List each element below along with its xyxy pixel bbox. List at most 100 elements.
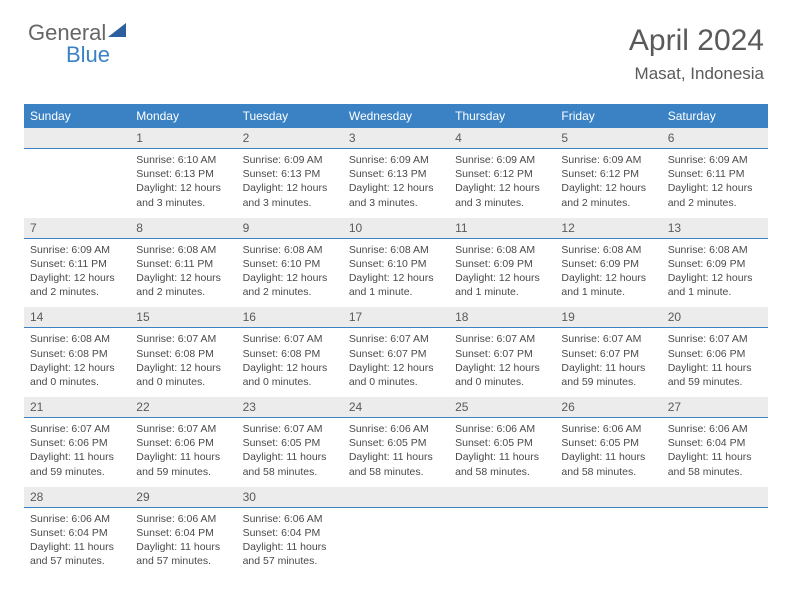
day-line: and 57 minutes. [30,554,124,568]
day-line: Sunrise: 6:07 AM [561,332,655,346]
day-line: and 3 minutes. [455,196,549,210]
day-line: and 0 minutes. [349,375,443,389]
day-line: Sunset: 6:08 PM [243,347,337,361]
day-line: Sunrise: 6:06 AM [455,422,549,436]
week-row: Sunrise: 6:08 AM Sunset: 6:08 PM Daylight:… [24,328,768,397]
day-cell: Sunrise: 6:08 AMSunset: 6:10 PMDaylight:… [343,238,449,307]
day-line: and 57 minutes. [243,554,337,568]
day-line: Daylight: 12 hours [243,181,337,195]
day-line: Sunset: 6:05 PM [455,436,549,450]
day-number: 16 [237,307,343,328]
day-line: Daylight: 12 hours [243,271,337,285]
day-line: and 59 minutes. [668,375,762,389]
day-number [343,487,449,508]
day-line: and 59 minutes. [30,465,124,479]
day-number: 20 [662,307,768,328]
day-line: and 1 minute. [561,285,655,299]
day-line: and 2 minutes. [243,285,337,299]
day-cell: Sunrise: 6:07 AMSunset: 6:05 PMDaylight:… [237,418,343,487]
day-line: Sunset: 6:09 PM [561,257,655,271]
day-line: Sunrise: 6:06 AM [349,422,443,436]
day-line: Sunset: 6:06 PM [30,436,124,450]
day-cell: Sunrise: 6:06 AMSunset: 6:05 PMDaylight:… [343,418,449,487]
day-line: and 58 minutes. [561,465,655,479]
day-number: 6 [662,128,768,149]
day-cell: Sunrise: 6:07 AMSunset: 6:07 PMDaylight:… [555,328,661,397]
day-line: Sunset: 6:05 PM [561,436,655,450]
day-line: Sunset: 6:06 PM [668,347,762,361]
day-number: 26 [555,397,661,418]
day-line: Sunrise: 6:07 AM [136,422,230,436]
day-line: Daylight: 11 hours [561,361,655,375]
day-line: Sunset: 6:13 PM [243,167,337,181]
day-line: and 0 minutes. [136,375,230,389]
day-line: Daylight: 11 hours [30,540,124,554]
day-line: Daylight: 11 hours [243,540,337,554]
day-line: and 3 minutes. [136,196,230,210]
day-line: and 3 minutes. [349,196,443,210]
day-line: and 3 minutes. [243,196,337,210]
calendar-table: Sunday Monday Tuesday Wednesday Thursday… [24,104,768,576]
day-number [449,487,555,508]
day-number: 2 [237,128,343,149]
calendar-title: April 2024 [629,24,764,58]
day-number: 5 [555,128,661,149]
day-number: 9 [237,218,343,239]
day-cell: Sunrise: 6:07 AMSunset: 6:06 PMDaylight:… [130,418,236,487]
day-line: Sunset: 6:10 PM [243,257,337,271]
day-line: Sunset: 6:08 PM [136,347,230,361]
day-number: 29 [130,487,236,508]
day-line: Daylight: 11 hours [243,450,337,464]
daynum-row: 14151617181920 [24,307,768,328]
day-number: 18 [449,307,555,328]
day-line: Sunset: 6:07 PM [349,347,443,361]
daynum-row: 78910111213 [24,218,768,239]
day-line: Daylight: 12 hours [30,271,124,285]
day-line: Sunrise: 6:09 AM [455,153,549,167]
day-line: Sunset: 6:05 PM [349,436,443,450]
day-line: and 57 minutes. [136,554,230,568]
day-line: Sunset: 6:04 PM [136,526,230,540]
day-line: and 58 minutes. [349,465,443,479]
day-number: 8 [130,218,236,239]
day-number: 1 [130,128,236,149]
day-line: Sunset: 6:12 PM [455,167,549,181]
daynum-row: 21222324252627 [24,397,768,418]
day-line: Sunset: 6:11 PM [30,257,124,271]
location-label: Masat, Indonesia [629,64,764,84]
day-line: and 2 minutes. [561,196,655,210]
day-cell: Sunrise: 6:06 AMSunset: 6:04 PMDaylight:… [662,418,768,487]
day-cell: Sunrise: 6:06 AMSunset: 6:04 PMDaylight:… [24,507,130,576]
day-line: Sunrise: 6:06 AM [30,512,124,526]
day-line: Sunrise: 6:08 AM [349,243,443,257]
day-number: 25 [449,397,555,418]
day-cell [449,507,555,576]
day-line: Daylight: 12 hours [349,271,443,285]
day-line: Daylight: 11 hours [561,450,655,464]
header-right: April 2024 Masat, Indonesia [629,24,764,84]
day-line: Sunset: 6:10 PM [349,257,443,271]
day-line: Sunrise: 6:10 AM [136,153,230,167]
day-line: Daylight: 11 hours [455,450,549,464]
day-number [662,487,768,508]
day-line: Sunrise: 6:06 AM [136,512,230,526]
day-cell [555,507,661,576]
day-line: Sunset: 6:11 PM [668,167,762,181]
day-cell: Sunrise: 6:06 AMSunset: 6:04 PMDaylight:… [130,507,236,576]
day-line: and 2 minutes. [668,196,762,210]
day-cell: Sunrise: 6:09 AMSunset: 6:12 PMDaylight:… [449,149,555,218]
day-line: Sunset: 6:04 PM [243,526,337,540]
day-line: Sunrise: 6:09 AM [243,153,337,167]
day-line: Sunrise: 6:08 AM [30,332,124,346]
day-line: Sunrise: 6:07 AM [455,332,549,346]
day-line: Sunrise: 6:09 AM [30,243,124,257]
day-line: Sunrise: 6:07 AM [243,332,337,346]
triangle-icon [108,23,126,37]
day-cell: Sunrise: 6:07 AMSunset: 6:06 PMDaylight:… [24,418,130,487]
day-cell [343,507,449,576]
dayhead-fri: Friday [555,104,661,128]
day-line: Sunrise: 6:07 AM [30,422,124,436]
day-number: 10 [343,218,449,239]
day-number: 24 [343,397,449,418]
day-cell: Sunrise: 6:07 AMSunset: 6:07 PMDaylight:… [343,328,449,397]
